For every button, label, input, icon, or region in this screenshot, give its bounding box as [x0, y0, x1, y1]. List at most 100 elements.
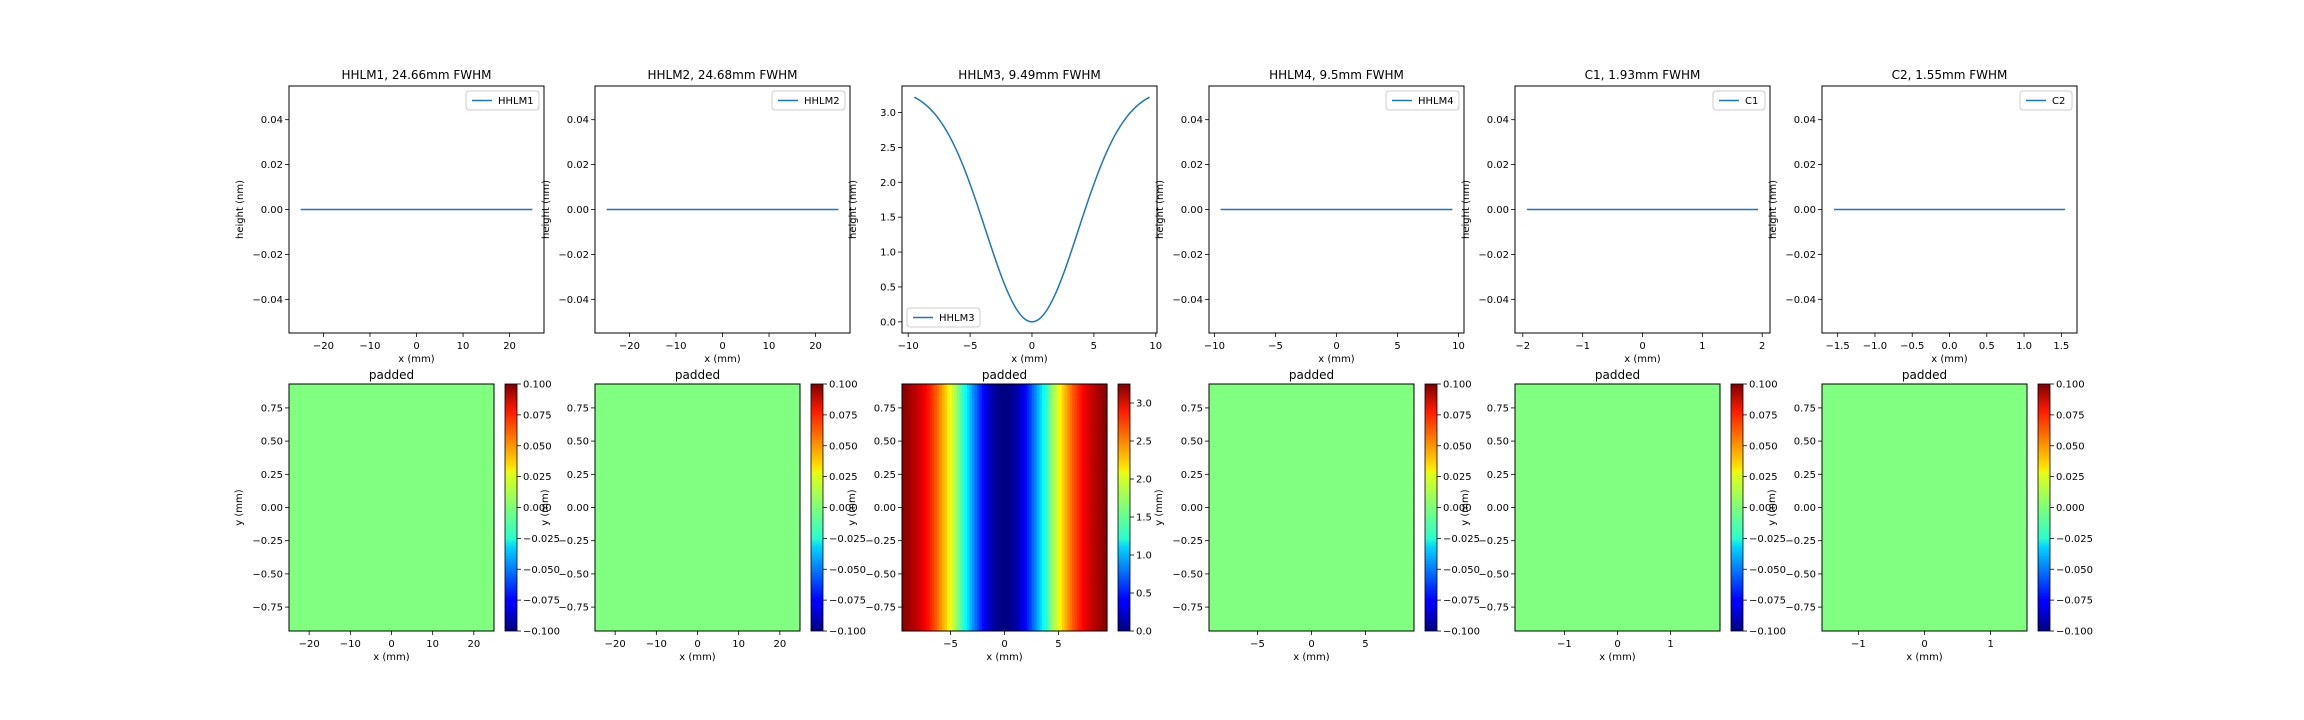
x-tick-label: 0	[1921, 639, 1927, 650]
y-tick-label: −0.50	[1172, 569, 1203, 580]
colorbar-tick-label: 0.100	[523, 380, 552, 391]
x-axis-label: x (mm)	[704, 354, 740, 365]
heatmap-cell	[992, 384, 996, 631]
legend: C1	[1712, 90, 1766, 111]
colorbar-tick-label: 0.5	[1136, 589, 1152, 600]
x-tick-label: 0	[1001, 639, 1007, 650]
y-tick-label: 0.02	[567, 160, 589, 171]
colorbar-tick-label: 0.050	[829, 441, 858, 452]
y-tick-label: −0.75	[1478, 603, 1509, 614]
heatmap-cell	[982, 384, 986, 631]
x-tick-label: −0.5	[1900, 341, 1924, 352]
x-tick-label: 0	[694, 639, 700, 650]
heatmap-cell	[987, 384, 991, 631]
heatmap-title: padded	[982, 368, 1027, 382]
y-tick-label: −0.04	[1785, 295, 1816, 306]
colorbar-tick-label: 0.100	[1443, 380, 1472, 391]
y-tick-label: 0.00	[261, 205, 283, 216]
heatmap-cell	[1077, 384, 1081, 631]
heatmap-title: padded	[369, 368, 414, 382]
heatmap-cell	[944, 384, 948, 631]
colorbar-tick-label: −0.025	[2056, 534, 2093, 545]
heatmap-cell	[1019, 384, 1023, 631]
y-tick-label: 0.50	[261, 437, 283, 448]
y-tick-label: 2.5	[880, 143, 896, 154]
heatmap-cell	[1057, 384, 1061, 631]
x-axis-label: x (mm)	[1293, 652, 1329, 663]
plot-title: HHLM4, 9.5mm FWHM	[1269, 68, 1404, 82]
colorbar-tick-label: 1.5	[1136, 513, 1152, 524]
colorbar-tick-label: 2.0	[1136, 475, 1152, 486]
y-tick-label: 0.50	[567, 437, 589, 448]
colorbar-tick-label: 0.025	[829, 472, 858, 483]
y-tick-label: 0.25	[1794, 470, 1816, 481]
y-tick-label: 0.75	[1794, 403, 1816, 414]
plot-title: HHLM2, 24.68mm FWHM	[647, 68, 797, 82]
colorbar-tick-label: −0.050	[2056, 565, 2093, 576]
heatmap-title: padded	[675, 368, 720, 382]
x-tick-label: −20	[299, 639, 320, 650]
y-tick-label: 1.0	[880, 248, 896, 259]
x-tick-label: 5	[1055, 639, 1061, 650]
y-tick-label: 0.00	[1794, 503, 1816, 514]
heatmap-cell	[1014, 384, 1018, 631]
y-tick-label: 0.50	[1794, 437, 1816, 448]
heatmap-cell	[1099, 384, 1103, 631]
heatmap-title: padded	[1289, 368, 1334, 382]
colorbar-tick-label: −0.075	[1443, 596, 1480, 607]
colorbar-tick-label: −0.075	[829, 596, 866, 607]
y-tick-label: 0.00	[1181, 205, 1203, 216]
colorbar-tick-label: −0.075	[2056, 596, 2093, 607]
colorbar-tick-label: −0.100	[1749, 627, 1786, 638]
y-tick-label: 0.00	[261, 503, 283, 514]
x-tick-label: −1	[1851, 639, 1866, 650]
y-tick-label: 0.02	[1794, 160, 1816, 171]
line-plot-3: −10 −5 0 5 10 0.0 0.5 1.0 1.5 2.0 2.5 3.0 HHLM3, 9.4…	[848, 68, 1162, 365]
heatmap-cell	[1044, 384, 1048, 631]
heatmap-cell	[999, 384, 1003, 631]
colorbar-tick-label: 0.075	[2056, 410, 2085, 421]
y-tick-label: 0.02	[1181, 160, 1203, 171]
x-tick-label: −10	[898, 341, 919, 352]
heatmap-title: padded	[1595, 368, 1640, 382]
y-tick-label: 0.04	[567, 115, 589, 126]
colorbar-tick-label: −0.050	[1443, 565, 1480, 576]
heatmap-cell	[1092, 384, 1096, 631]
x-tick-label: 5	[1394, 341, 1400, 352]
colorbar-tick-label: −0.100	[523, 627, 560, 638]
y-axis-label: y (mm)	[234, 489, 245, 525]
colorbar-tick-label: −0.025	[829, 534, 866, 545]
y-tick-label: −0.75	[865, 603, 896, 614]
x-axis-label: x (mm)	[1599, 652, 1635, 663]
y-axis-label: height (nm)	[848, 180, 859, 239]
x-tick-label: −20	[605, 639, 626, 650]
heatmap-cell	[1104, 384, 1108, 631]
y-tick-label: 2.0	[880, 178, 896, 189]
colorbar-tick-label: 0.050	[1443, 441, 1472, 452]
y-tick-label: 0.00	[1487, 503, 1509, 514]
x-tick-label: −1	[1575, 341, 1590, 352]
plot-title: C2, 1.55mm FWHM	[1892, 68, 2008, 82]
heatmap-cell	[912, 384, 916, 631]
y-tick-label: −0.02	[1478, 250, 1509, 261]
colorbar-gradient	[2037, 383, 2051, 632]
x-tick-label: 0.0	[1942, 341, 1958, 352]
y-tick-label: 0.75	[874, 403, 896, 414]
y-tick-label: 0.02	[261, 160, 283, 171]
x-tick-label: 0	[1639, 341, 1645, 352]
heatmap-cell	[917, 384, 921, 631]
heatmap-cell	[929, 384, 933, 631]
colorbar-gradient	[1117, 383, 1131, 632]
heatmap-cell	[939, 384, 943, 631]
heatmap-5: −1 0 1 −0.75 −0.50 −0.25 0.00 0.25 0.50 0.75 padde…	[1460, 368, 1786, 663]
y-tick-label: −0.02	[558, 250, 589, 261]
series-line	[914, 96, 1150, 323]
heatmap-cell	[967, 384, 971, 631]
x-tick-label: 10	[457, 341, 470, 352]
y-tick-label: 0.25	[567, 470, 589, 481]
y-axis-label: height (nm)	[1768, 180, 1779, 239]
colorbar-tick-label: 0.000	[2056, 503, 2085, 514]
x-tick-label: 10	[426, 639, 439, 650]
heatmap-cell	[1059, 384, 1063, 631]
heatmap-cell	[1054, 384, 1058, 631]
